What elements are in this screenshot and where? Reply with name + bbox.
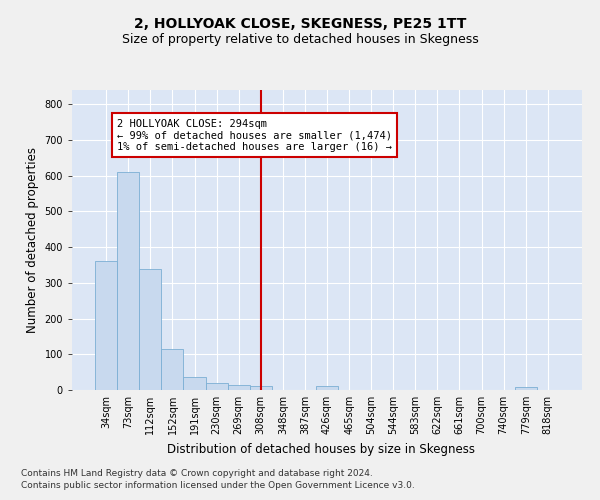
Text: 2, HOLLYOAK CLOSE, SKEGNESS, PE25 1TT: 2, HOLLYOAK CLOSE, SKEGNESS, PE25 1TT (134, 18, 466, 32)
Text: Size of property relative to detached houses in Skegness: Size of property relative to detached ho… (122, 32, 478, 46)
Bar (139, 270, 161, 390)
Bar (161, 349, 184, 390)
Bar (515, 387, 537, 390)
Bar (250, 386, 272, 390)
Bar (206, 383, 227, 390)
Bar (316, 386, 338, 390)
Y-axis label: Number of detached properties: Number of detached properties (26, 147, 39, 333)
Bar (184, 377, 206, 390)
Text: 2 HOLLYOAK CLOSE: 294sqm
← 99% of detached houses are smaller (1,474)
1% of semi: 2 HOLLYOAK CLOSE: 294sqm ← 99% of detach… (117, 118, 392, 152)
Bar (117, 172, 139, 390)
Text: Contains HM Land Registry data © Crown copyright and database right 2024.: Contains HM Land Registry data © Crown c… (21, 468, 373, 477)
Text: Contains public sector information licensed under the Open Government Licence v3: Contains public sector information licen… (21, 481, 415, 490)
Bar (227, 384, 250, 390)
Text: Distribution of detached houses by size in Skegness: Distribution of detached houses by size … (167, 442, 475, 456)
Bar (95, 262, 117, 390)
